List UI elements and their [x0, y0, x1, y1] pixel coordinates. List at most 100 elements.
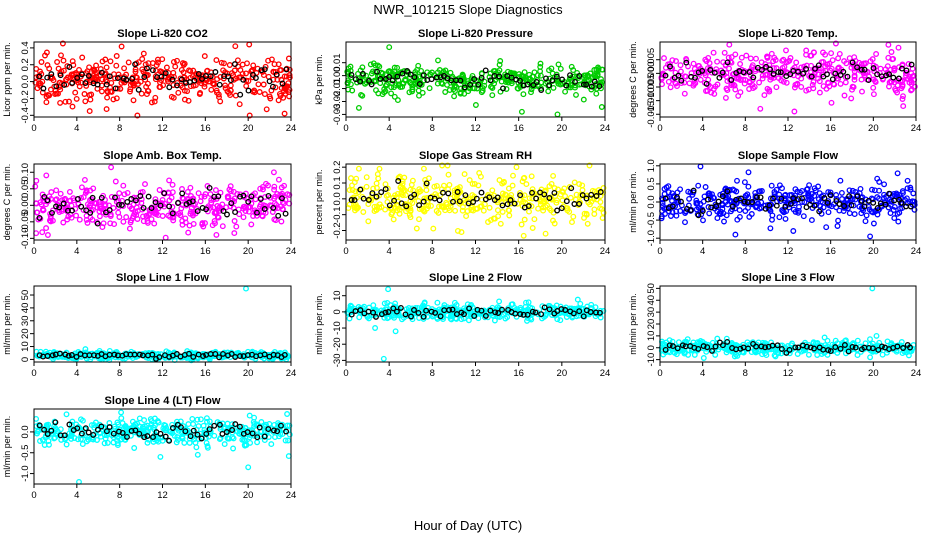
scatter-point	[197, 416, 204, 423]
x-tick-label: 20	[557, 368, 568, 379]
mean-point	[758, 66, 765, 73]
scatter-point	[120, 182, 127, 189]
scatter-point	[399, 316, 405, 323]
mean-point	[778, 346, 785, 352]
mean-point	[61, 81, 68, 88]
scatter-point	[394, 64, 401, 71]
scatter-point	[695, 204, 702, 211]
scatter-point	[836, 207, 843, 214]
mean-point	[466, 305, 473, 312]
scatter-point	[177, 209, 184, 216]
scatter-point	[40, 206, 46, 213]
scatter-point	[83, 188, 90, 195]
y-tick-label: 0	[646, 345, 657, 350]
mean-point	[348, 311, 355, 318]
mean-point	[373, 313, 379, 320]
mean-point	[82, 80, 89, 87]
mean-point	[729, 203, 736, 210]
scatter-point	[130, 97, 137, 104]
mean-point	[111, 351, 118, 358]
scatter-point	[388, 211, 395, 218]
scatter-point	[130, 213, 137, 220]
mean-point	[482, 312, 489, 319]
mean-point	[832, 344, 839, 351]
mean-point	[454, 189, 461, 195]
mean-point	[778, 195, 785, 202]
mean-point	[82, 425, 89, 432]
scatter-point	[791, 200, 798, 207]
scatter-point	[60, 57, 67, 64]
mean-point	[169, 76, 176, 83]
scatter-point	[550, 172, 557, 179]
scatter-point	[346, 187, 353, 194]
y-tick-label: -0.5	[646, 212, 657, 228]
mean-point	[177, 424, 184, 431]
scatter-point	[144, 218, 151, 225]
mean-point	[186, 350, 192, 357]
scatter-point	[73, 95, 80, 102]
mean-point	[348, 197, 355, 203]
scatter-point	[665, 183, 672, 190]
scatter-point	[390, 71, 397, 77]
scatter-point	[798, 64, 805, 71]
mean-point	[821, 195, 828, 202]
scatter-point	[215, 214, 222, 221]
mean-point	[440, 189, 446, 196]
mean-point	[538, 311, 545, 318]
mean-point	[49, 352, 56, 359]
scatter-point	[798, 83, 805, 90]
mean-point	[423, 307, 430, 314]
scatter-point	[185, 229, 192, 236]
scatter-point	[185, 97, 192, 104]
mean-point	[399, 70, 406, 77]
mean-point	[500, 85, 506, 92]
scatter-point	[216, 436, 223, 443]
scatter-point	[79, 54, 86, 61]
scatter-point	[54, 59, 61, 65]
scatter-point	[741, 179, 748, 186]
scatter-point	[87, 96, 94, 103]
mean-point	[591, 78, 598, 85]
mean-point	[265, 192, 272, 199]
mean-point	[529, 308, 536, 315]
scatter-point	[829, 57, 836, 64]
x-tick-label: 16	[513, 368, 524, 379]
mean-point	[215, 193, 222, 200]
scatter-point	[103, 106, 110, 113]
scatter-point	[591, 211, 598, 217]
mean-point	[836, 201, 843, 207]
scatter-point	[597, 205, 604, 212]
mean-point	[546, 306, 553, 313]
scatter-point	[528, 203, 535, 210]
mean-point	[770, 195, 776, 202]
mean-point	[270, 427, 277, 434]
mean-point	[357, 78, 364, 85]
mean-point	[593, 193, 600, 199]
scatter-point	[113, 53, 120, 59]
mean-point	[716, 74, 723, 81]
scatter-point	[275, 61, 282, 68]
mean-point	[36, 422, 43, 429]
mean-point	[394, 73, 401, 80]
scatter-point	[263, 180, 269, 187]
mean-point	[496, 73, 503, 80]
scatter-point	[60, 219, 67, 226]
mean-point	[141, 74, 148, 80]
mean-point	[679, 342, 686, 349]
scatter-point	[674, 83, 680, 90]
scatter-point	[828, 65, 835, 72]
scatter-point	[127, 86, 134, 93]
scatter-point	[466, 85, 473, 92]
scatter-point	[496, 177, 503, 184]
scatter-point	[439, 204, 446, 211]
scatter-point	[522, 74, 529, 81]
scatter-point	[903, 70, 910, 77]
scatter-point	[466, 177, 473, 184]
scatter-point-outlier	[232, 43, 239, 50]
scatter-point	[594, 71, 601, 78]
mean-point	[169, 425, 176, 431]
x-tick-label: 8	[117, 368, 122, 379]
mean-point	[741, 198, 748, 205]
mean-point	[90, 431, 97, 438]
